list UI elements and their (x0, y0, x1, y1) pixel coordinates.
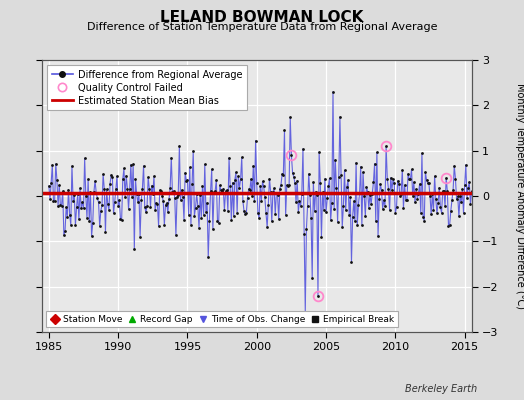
Text: Difference of Station Temperature Data from Regional Average: Difference of Station Temperature Data f… (87, 22, 437, 32)
Text: LELAND BOWMAN LOCK: LELAND BOWMAN LOCK (160, 10, 364, 25)
Text: Berkeley Earth: Berkeley Earth (405, 384, 477, 394)
Y-axis label: Monthly Temperature Anomaly Difference (°C): Monthly Temperature Anomaly Difference (… (515, 83, 524, 309)
Legend: Station Move, Record Gap, Time of Obs. Change, Empirical Break: Station Move, Record Gap, Time of Obs. C… (47, 311, 398, 328)
